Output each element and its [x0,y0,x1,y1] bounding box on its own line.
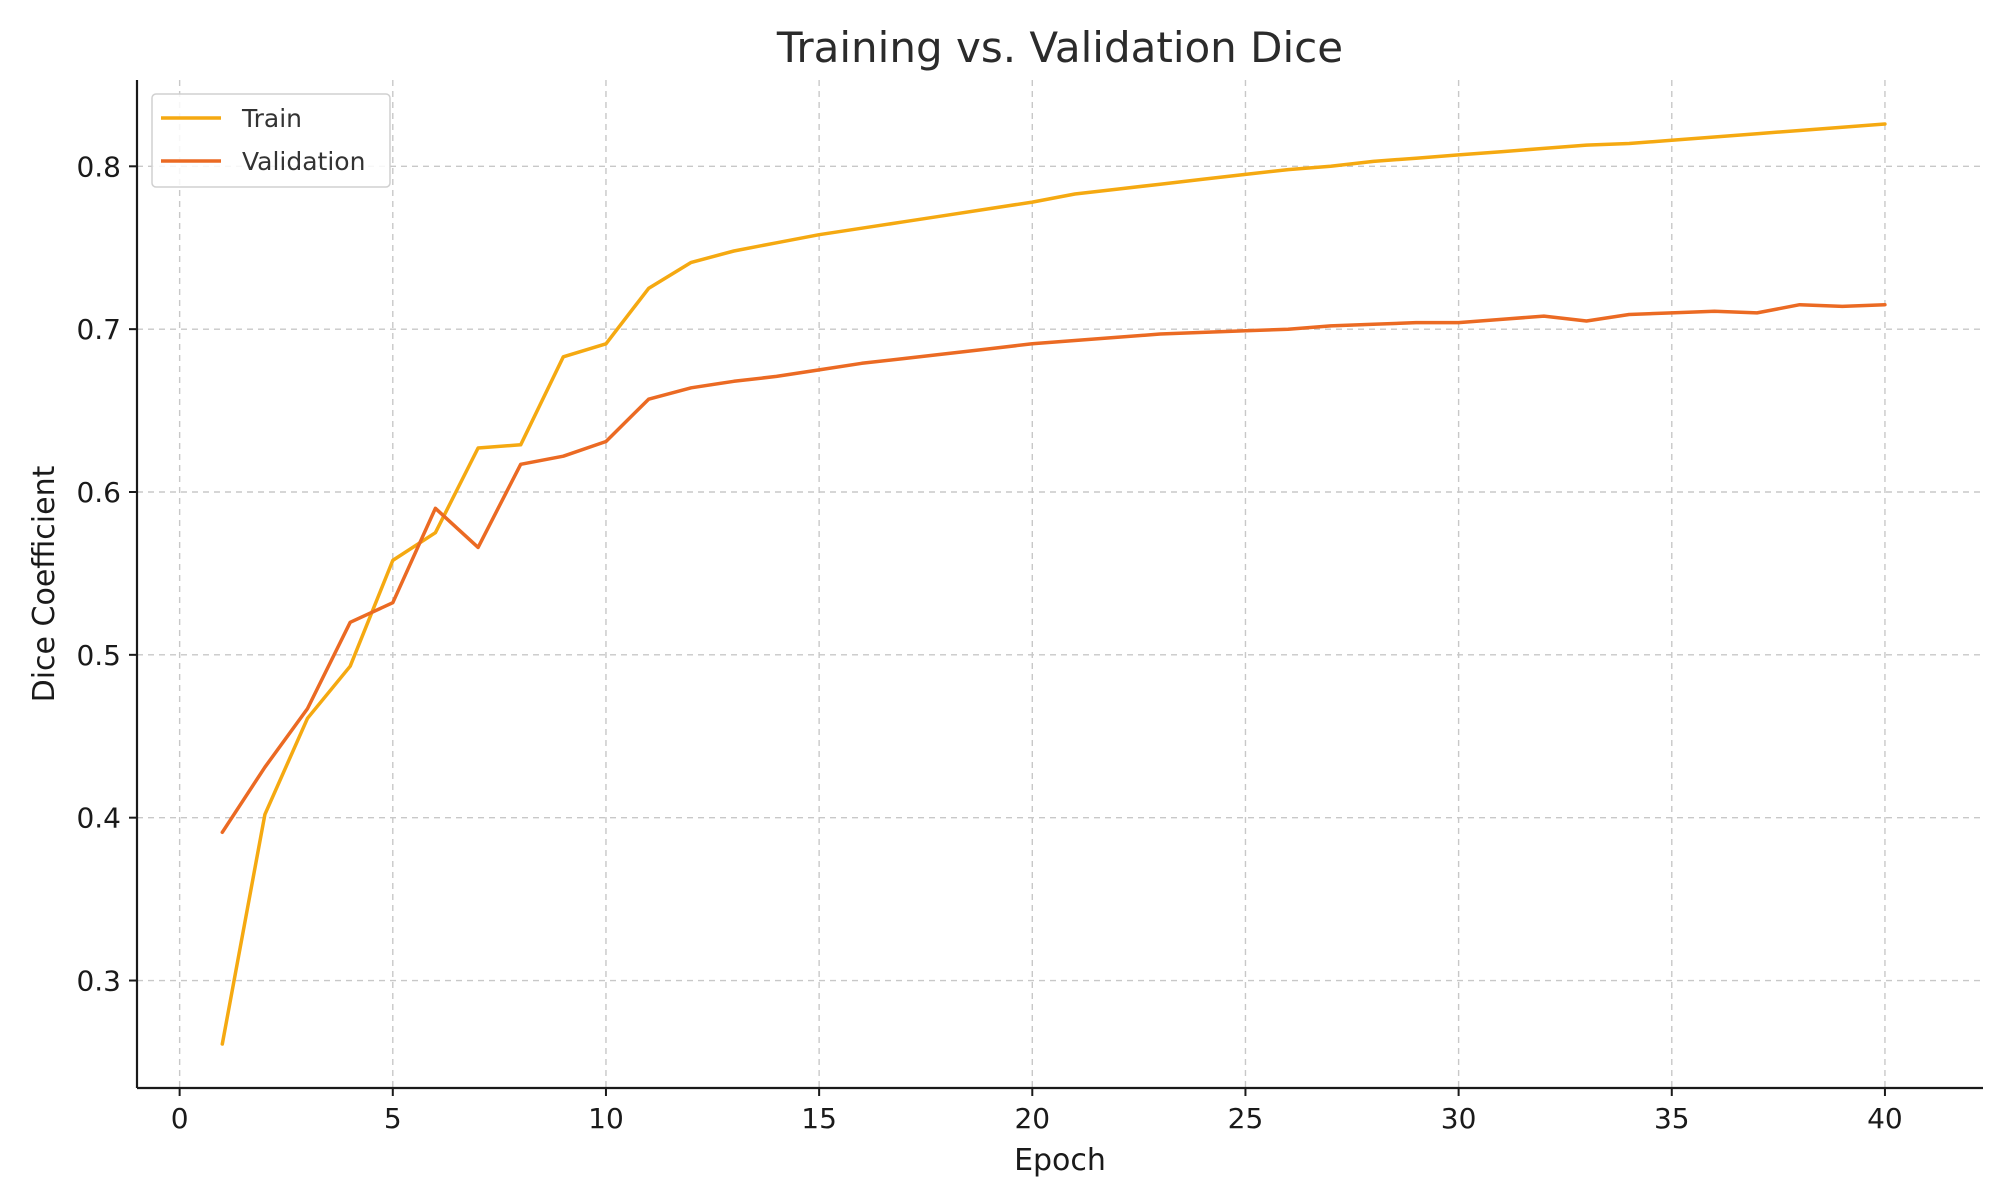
series-line-validation [220,302,1887,835]
x-tick-label: 15 [801,1102,837,1135]
legend: Train Validation [151,93,391,188]
series-lines [220,122,1887,1046]
y-tick-label: 0.5 [76,639,121,672]
x-tick-label: 40 [1867,1102,1903,1135]
legend-label-validation: Validation [242,147,365,176]
y-tick-label: 0.3 [76,965,121,998]
x-tick-label: 20 [1014,1102,1050,1135]
y-axis-label: Dice Coefficient [27,465,62,702]
x-ticks: 0 5 10 15 20 25 30 35 40 [171,1088,1903,1135]
chart-title: Training vs. Validation Dice [776,23,1343,72]
series-line-train [220,122,1887,1046]
x-tick-label: 25 [1228,1102,1264,1135]
x-tick-label: 30 [1441,1102,1477,1135]
x-tick-label: 10 [588,1102,624,1135]
x-tick-label: 0 [171,1102,189,1135]
legend-label-train: Train [241,104,302,133]
x-tick-label: 5 [384,1102,402,1135]
y-tick-label: 0.7 [76,313,121,346]
y-tick-label: 0.8 [76,150,121,183]
y-tick-label: 0.6 [76,476,121,509]
y-ticks: 0.3 0.4 0.5 0.6 0.7 0.8 [76,150,137,998]
x-axis-label: Epoch [1014,1143,1106,1178]
y-tick-label: 0.4 [76,802,121,835]
x-tick-label: 35 [1654,1102,1690,1135]
grid [137,80,1983,1088]
